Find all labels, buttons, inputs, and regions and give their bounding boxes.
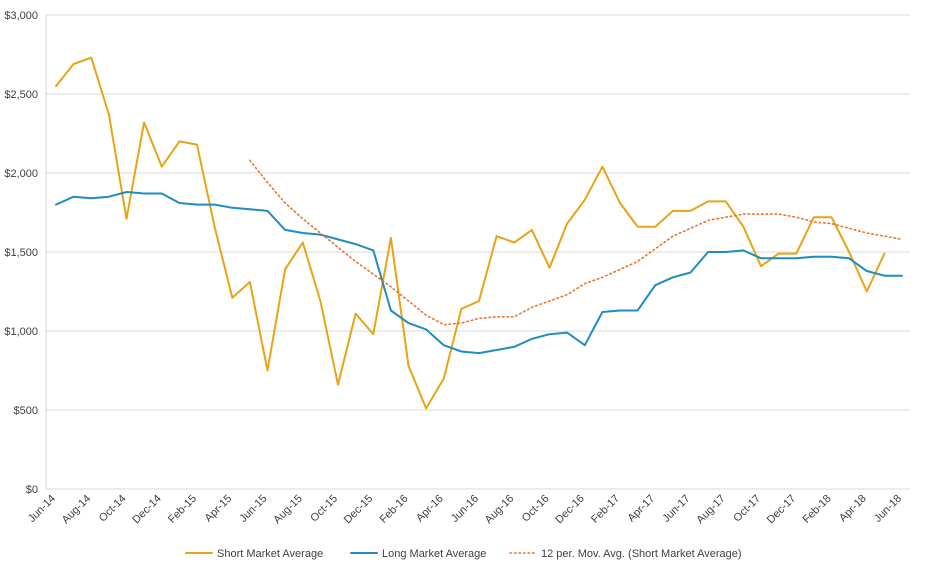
y-axis-tick-labels: $0 $500 $1,000 $1,500 $2,000 $2,500 $3,000 [4,10,38,496]
x-tick-label: Feb-15 [166,493,199,526]
x-tick-label: Feb-17 [589,493,622,526]
x-tick-label: Jun-16 [449,493,481,525]
y-tick-label: $2,000 [4,168,38,180]
x-tick-label: Dec-15 [342,493,376,527]
y-tick-label: $2,500 [4,89,38,101]
x-tick-label: Oct-17 [731,493,763,525]
y-tick-label: $0 [26,484,38,496]
series-line-3 [249,159,903,326]
x-tick-label: Apr-17 [626,493,658,525]
x-tick-label: Dec-17 [765,493,799,527]
x-tick-label: Jun-15 [237,493,269,525]
x-tick-label: Apr-16 [414,493,446,525]
legend-label: 12 per. Mov. Avg. (Short Market Average) [541,548,742,560]
x-tick-label: Aug-15 [271,493,305,527]
y-tick-label: $1,500 [4,247,38,259]
x-tick-label: Dec-14 [130,493,164,527]
legend: Short Market Average Long Market Average 1… [185,548,742,560]
series-line-2 [55,191,903,355]
x-tick-label: Aug-16 [483,493,517,527]
x-tick-label: Oct-14 [97,493,129,525]
y-tick-label: $500 [14,405,38,417]
x-tick-label: Jun-14 [26,493,58,525]
x-tick-label: Jun-17 [660,493,692,525]
y-tick-label: $1,000 [4,326,38,338]
x-tick-label: Aug-14 [60,493,94,527]
x-tick-label: Oct-16 [520,493,552,525]
x-tick-label: Oct-15 [308,493,340,525]
y-tick-label: $3,000 [4,10,38,22]
series-line-1 [55,56,886,410]
x-axis-tick-labels: Jun-14 Aug-14 Oct-14 Dec-14 Feb-15 Apr-15 Jun-… [26,493,904,527]
x-tick-label: Apr-18 [837,493,869,525]
x-tick-label: Jun-18 [872,493,904,525]
legend-label: Short Market Average [217,548,323,560]
gridlines [45,14,910,490]
x-tick-label: Feb-16 [377,493,410,526]
series-lines [55,56,903,410]
x-tick-label: Aug-17 [694,493,728,527]
x-tick-label: Feb-18 [800,493,833,526]
legend-label: Long Market Average [382,548,486,560]
x-tick-label: Apr-15 [203,493,235,525]
x-tick-label: Dec-16 [553,493,587,527]
